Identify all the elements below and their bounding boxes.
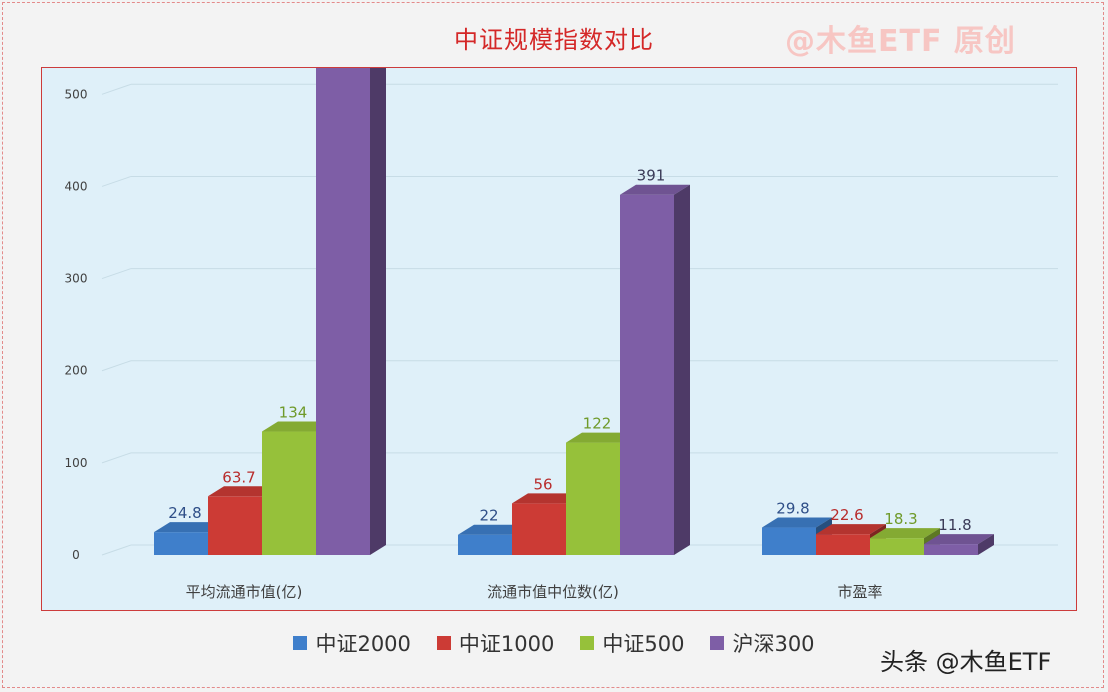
y-tick-label: 300 (65, 272, 88, 286)
chart-title: 中证规模指数对比 (454, 26, 654, 54)
data-label: 22.6 (830, 506, 863, 524)
bar-top (208, 486, 278, 497)
bar-side (370, 68, 386, 555)
gridline-diagonal (101, 360, 132, 372)
bar-top (816, 524, 886, 535)
bar-front (566, 442, 620, 555)
data-label: 11.8 (938, 516, 971, 534)
y-tick-label: 400 (65, 179, 88, 193)
bar-top (262, 421, 332, 432)
legend: 中证2000 中证1000 中证500 沪深300 (0, 628, 1108, 658)
data-label: 63.7 (222, 468, 255, 486)
bar-front (762, 527, 816, 555)
bar-top (458, 524, 528, 535)
y-tick-label: 200 (65, 364, 88, 378)
legend-item: 中证1000 (436, 628, 555, 658)
bar-front (208, 496, 262, 555)
legend-label: 中证1000 (458, 632, 555, 656)
data-label: 134 (279, 404, 308, 422)
bar-top (762, 517, 832, 528)
legend-swatch (710, 636, 725, 650)
bar-front (816, 534, 870, 555)
gridline-diagonal (101, 544, 132, 556)
data-label: 18.3 (884, 510, 917, 528)
watermark-top: @木鱼ETF 原创 (785, 24, 1016, 59)
bar-top (566, 432, 636, 443)
bar-front (154, 532, 208, 555)
legend-swatch (436, 636, 451, 650)
y-tick-label: 500 (65, 87, 88, 101)
gridline-diagonal (101, 175, 132, 187)
legend-item: 中证2000 (293, 628, 411, 658)
data-label: 24.8 (168, 504, 201, 522)
gridline-diagonal (101, 452, 132, 464)
data-label: 22 (479, 507, 498, 525)
data-label: 56 (533, 475, 552, 493)
bar-top (924, 534, 994, 545)
data-label: 29.8 (776, 500, 809, 518)
bar-top (620, 184, 690, 195)
y-tick-label: 100 (65, 456, 88, 470)
watermark-bottom: 头条 @木鱼ETF (880, 648, 1052, 676)
bar-front (262, 431, 316, 555)
x-category-label: 平均流通市值(亿) (186, 583, 303, 601)
legend-item: 中证500 (580, 628, 684, 658)
x-category-label: 市盈率 (837, 583, 882, 601)
legend-swatch (293, 636, 308, 650)
gridline-diagonal (101, 268, 132, 280)
legend-label: 中证2000 (315, 632, 411, 656)
bar-front (316, 68, 370, 556)
data-label: 122 (583, 415, 612, 433)
legend-label: 中证500 (602, 632, 685, 656)
bar-front (512, 503, 566, 555)
legend-label: 沪深300 (732, 632, 815, 656)
bar-side (674, 184, 690, 555)
bar-front (458, 534, 512, 555)
data-label: 391 (637, 167, 666, 185)
gridline-diagonal (101, 83, 132, 95)
bar-front (870, 538, 924, 555)
x-category-label: 流通市值中位数(亿) (487, 583, 619, 601)
legend-item: 沪深300 (710, 628, 815, 658)
bar-front (620, 194, 674, 555)
bar-top (870, 528, 940, 539)
legend-swatch (580, 636, 595, 650)
chart-svg: 010020030040050060070024.82229.863.75622… (65, 68, 1058, 601)
bar-side (978, 534, 994, 555)
plot-area: 010020030040050060070024.82229.863.75622… (41, 67, 1077, 611)
bar-top (512, 493, 582, 504)
bar-front (924, 544, 978, 555)
bar-top (154, 522, 224, 533)
y-tick-label: 0 (72, 548, 80, 562)
